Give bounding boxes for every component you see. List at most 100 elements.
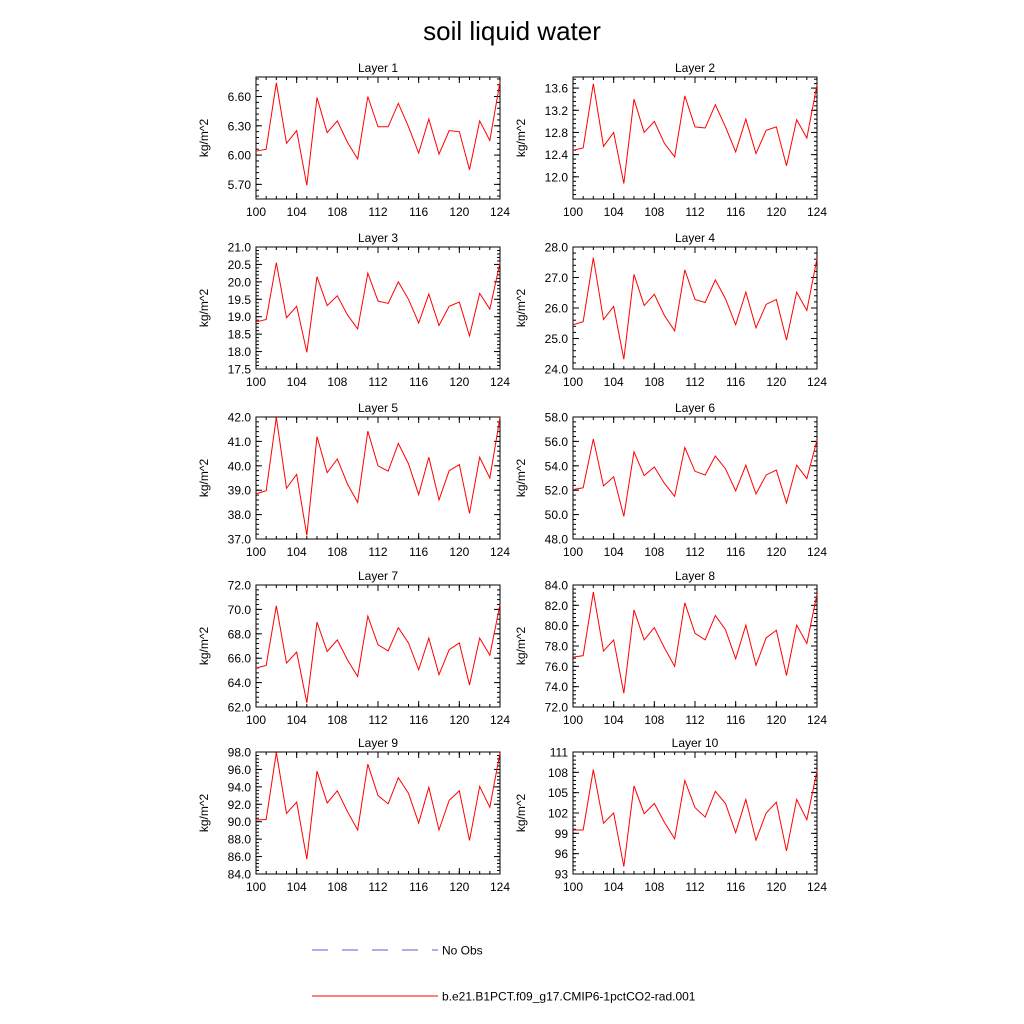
y-tick-label: 84.0 [228, 868, 252, 882]
y-tick-label: 96 [555, 847, 569, 861]
panel-title: Layer 9 [358, 736, 398, 750]
x-tick-label: 120 [449, 713, 469, 727]
x-tick-label: 100 [246, 375, 266, 389]
y-tick-label: 5.70 [228, 178, 252, 192]
x-tick-label: 116 [726, 545, 745, 559]
series-line [572, 438, 818, 517]
y-tick-label: 6.30 [228, 119, 252, 133]
y-tick-label: 74.0 [545, 680, 569, 694]
x-tick-label: 116 [726, 880, 745, 894]
x-tick-label: 124 [807, 880, 827, 894]
x-tick-label: 100 [563, 545, 583, 559]
x-tick-label: 124 [490, 205, 510, 219]
y-axis-label: kg/m^2 [514, 627, 528, 666]
panel-title: Layer 8 [675, 569, 715, 583]
y-tick-label: 82.0 [545, 599, 569, 613]
series-line [255, 752, 501, 860]
y-axis-label: kg/m^2 [197, 119, 211, 158]
y-tick-label: 18.5 [228, 328, 252, 342]
x-tick-label: 116 [409, 205, 428, 219]
panel-title: Layer 7 [358, 569, 398, 583]
x-tick-label: 104 [287, 375, 307, 389]
y-tick-label: 6.60 [228, 90, 252, 104]
plot-frame [255, 246, 501, 370]
y-axis-label: kg/m^2 [197, 627, 211, 666]
x-tick-label: 120 [449, 205, 469, 219]
series-line [573, 769, 818, 867]
y-tick-label: 19.0 [228, 310, 252, 324]
y-tick-label: 102 [548, 807, 568, 821]
y-tick-label: 108 [548, 766, 568, 780]
x-tick-label: 120 [766, 545, 786, 559]
y-tick-label: 27.0 [545, 271, 569, 285]
x-tick-label: 116 [726, 375, 745, 389]
x-tick-label: 108 [644, 880, 664, 894]
plot-frame [255, 584, 501, 708]
x-tick-label: 124 [807, 713, 827, 727]
x-tick-label: 108 [644, 545, 664, 559]
legend-model-label: b.e21.B1PCT.f09_g17.CMIP6-1pctCO2-rad.00… [442, 990, 696, 1004]
legend: No Obs b.e21.B1PCT.f09_g17.CMIP6-1pctCO2… [312, 944, 696, 1004]
y-tick-label: 86.0 [228, 850, 252, 864]
y-tick-label: 12.8 [545, 126, 569, 140]
x-tick-label: 116 [409, 880, 428, 894]
y-tick-label: 12.4 [545, 148, 569, 162]
x-tick-label: 116 [409, 713, 428, 727]
x-tick-label: 112 [368, 375, 387, 389]
x-tick-label: 100 [563, 205, 583, 219]
x-tick-label: 104 [604, 880, 624, 894]
x-tick-label: 108 [327, 880, 347, 894]
y-tick-label: 98.0 [228, 746, 252, 760]
y-tick-label: 13.6 [545, 82, 569, 96]
x-tick-label: 104 [604, 713, 624, 727]
y-tick-label: 12.0 [545, 170, 569, 184]
layer-panel: Layer 10 kg/m^2 100 104 108 112 116 120 124 93 96 9… [514, 736, 827, 894]
x-tick-label: 108 [644, 713, 664, 727]
x-tick-label: 124 [490, 375, 510, 389]
panel-title: Layer 1 [358, 61, 398, 75]
figure-title: soil liquid water [423, 16, 601, 46]
x-tick-label: 120 [449, 880, 469, 894]
layer-panel: Layer 4 kg/m^2 100 104 108 112 116 120 124 24.0 25… [514, 231, 827, 389]
layer-panel: Layer 7 kg/m^2 100 104 108 112 116 120 124 62.0 64… [197, 569, 510, 727]
series-line [572, 592, 818, 694]
layer-panel: Layer 2 kg/m^2 100 104 108 112 116 120 124 12.0 12… [514, 61, 827, 219]
x-tick-label: 104 [287, 880, 307, 894]
y-tick-label: 18.0 [228, 345, 252, 359]
x-tick-label: 124 [807, 375, 827, 389]
y-tick-label: 62.0 [228, 701, 252, 715]
y-tick-label: 37.0 [228, 533, 252, 547]
y-tick-label: 76.0 [545, 660, 569, 674]
x-tick-label: 124 [490, 713, 510, 727]
y-tick-label: 66.0 [228, 652, 252, 666]
y-tick-label: 41.0 [228, 435, 252, 449]
series-line [255, 604, 501, 703]
x-tick-label: 108 [327, 205, 347, 219]
y-tick-label: 21.0 [228, 241, 252, 255]
x-tick-label: 108 [327, 375, 347, 389]
panel-title: Layer 5 [358, 401, 398, 415]
x-tick-label: 104 [604, 375, 624, 389]
y-tick-label: 54.0 [545, 459, 569, 473]
panel-title: Layer 2 [675, 61, 715, 75]
plot-frame [255, 76, 501, 200]
layer-panel: Layer 3 kg/m^2 100 104 108 112 116 120 124 17.5 18… [197, 231, 510, 389]
y-axis-label: kg/m^2 [514, 794, 528, 833]
x-tick-label: 124 [807, 205, 827, 219]
y-tick-label: 48.0 [545, 533, 569, 547]
plot-frame [572, 246, 818, 370]
y-tick-label: 20.5 [228, 258, 252, 272]
y-tick-label: 88.0 [228, 833, 252, 847]
y-tick-label: 56.0 [545, 435, 569, 449]
panel-title: Layer 3 [358, 231, 398, 245]
y-tick-label: 25.0 [545, 332, 569, 346]
y-tick-label: 94.0 [228, 780, 252, 794]
x-tick-label: 112 [368, 713, 387, 727]
y-axis-label: kg/m^2 [514, 119, 528, 158]
x-tick-label: 104 [287, 545, 307, 559]
x-tick-label: 100 [563, 713, 583, 727]
x-tick-label: 120 [766, 375, 786, 389]
x-tick-label: 104 [604, 545, 624, 559]
x-tick-label: 112 [368, 205, 387, 219]
